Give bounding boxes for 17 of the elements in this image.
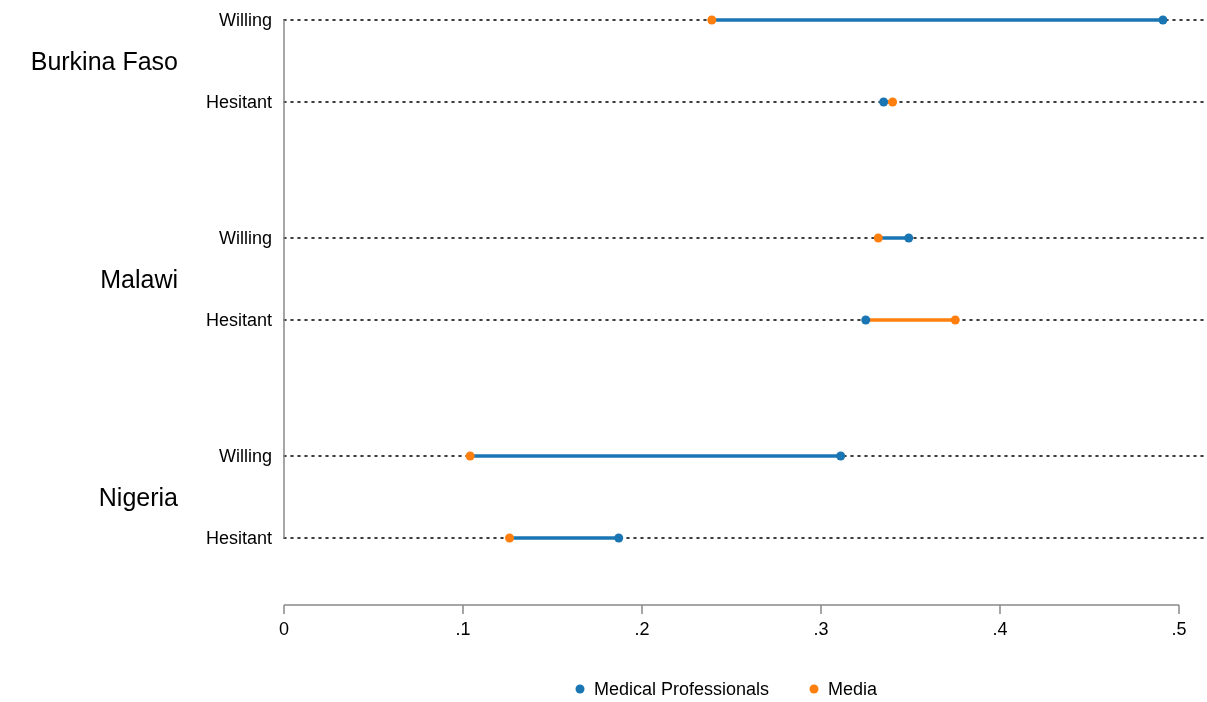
y-tick-label: Hesitant [205,310,272,331]
x-tick-label: .1 [455,619,471,639]
text: Burkina Faso [30,46,178,75]
x-tick-label: .2 [634,619,650,639]
y-tick-label: Willing [218,446,272,467]
text: Malawi [100,264,178,293]
x-tick-label: .5 [1171,619,1187,639]
y-tick-label: Willing [218,10,272,31]
text: Nigeria [98,482,179,511]
x-tick-label: .4 [992,619,1008,639]
x-tick-label: 0 [278,619,290,639]
y-tick-label: Hesitant [205,92,272,113]
legend-label: Media [828,679,879,700]
y-tick-label: Hesitant [205,528,272,549]
x-tick-label: .3 [813,619,829,639]
y-tick-label: Willing [218,228,272,249]
legend-label: Medical Professionals [594,679,770,700]
